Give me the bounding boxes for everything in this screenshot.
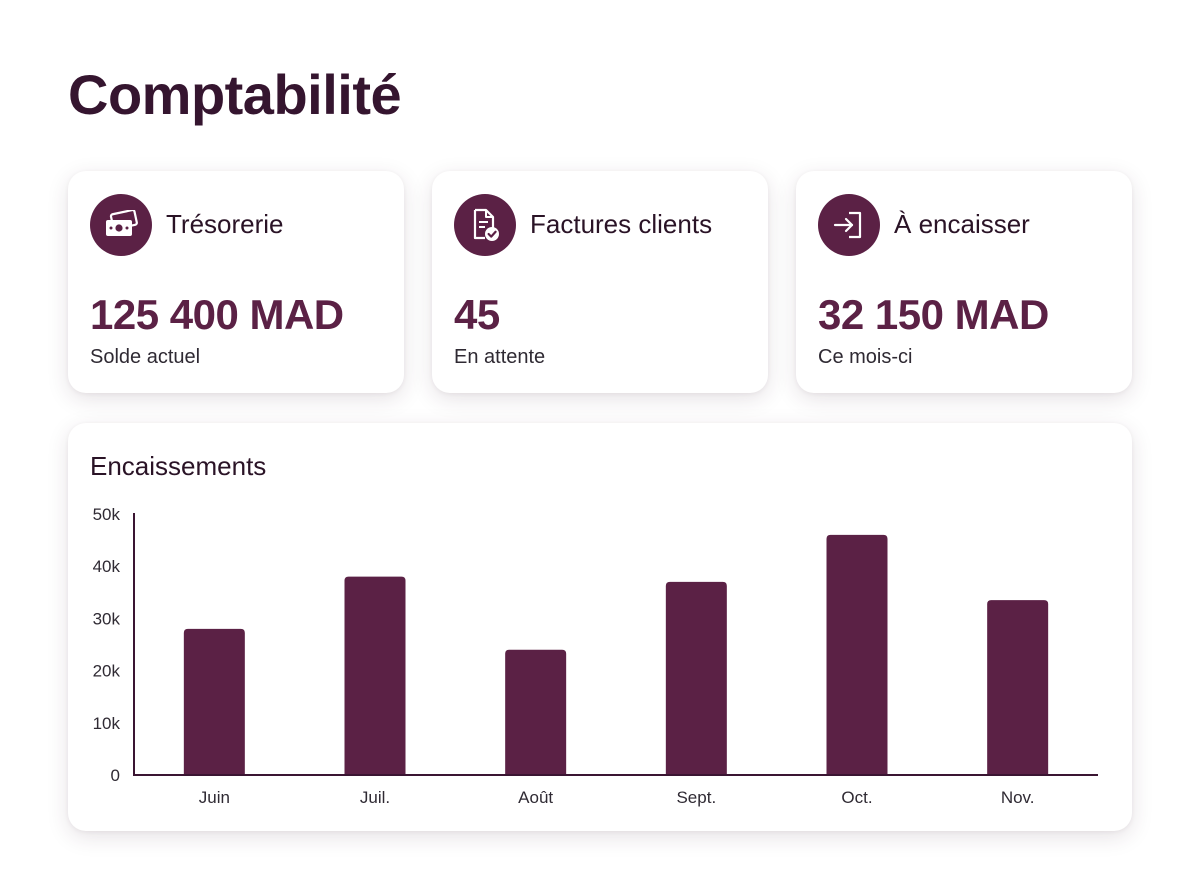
- x-tick-label: Sept.: [676, 788, 716, 807]
- card-subtitle: Solde actuel: [90, 346, 201, 368]
- card-value: 32 150 MAD: [818, 291, 1049, 338]
- client-invoices-card[interactable]: Factures clients 45 En attente: [432, 171, 768, 393]
- card-value: 45: [454, 291, 500, 338]
- x-tick-label: Août: [518, 788, 553, 807]
- collections-chart-card: Encaissements 0 10k 20k 30k 40k 50k Juin Juil. A…: [68, 423, 1132, 831]
- chart-title: Encaissements: [90, 451, 267, 481]
- card-subtitle: Ce mois-ci: [818, 346, 913, 368]
- card-value: 125 400 MAD: [90, 291, 344, 338]
- y-tick-label: 0: [111, 766, 120, 785]
- x-tick-label: Nov.: [1001, 788, 1035, 807]
- x-tick-label: Juin: [199, 788, 230, 807]
- card-label: À encaisser: [894, 209, 1030, 239]
- x-tick-label: Juil.: [360, 788, 390, 807]
- page-title: Comptabilité: [68, 63, 402, 126]
- treasury-card[interactable]: Trésorerie 125 400 MAD Solde actuel: [68, 171, 404, 393]
- collections-bar-chart: 0 10k 20k 30k 40k 50k Juin Juil. Août Sept. Oct. No…: [93, 505, 1098, 807]
- y-tick-label: 10k: [93, 714, 121, 733]
- bar[interactable]: [665, 581, 727, 775]
- to-collect-card[interactable]: À encaisser 32 150 MAD Ce mois-ci: [796, 171, 1132, 393]
- bar[interactable]: [183, 628, 245, 775]
- card-label: Trésorerie: [166, 209, 284, 239]
- bar[interactable]: [344, 576, 406, 775]
- bar[interactable]: [505, 649, 567, 775]
- banknote-icon: [90, 194, 152, 256]
- card-label: Factures clients: [530, 209, 713, 239]
- bar[interactable]: [987, 600, 1049, 775]
- y-tick-label: 40k: [93, 557, 121, 576]
- y-tick-label: 20k: [93, 662, 121, 681]
- x-tick-label: Oct.: [841, 788, 872, 807]
- card-subtitle: En attente: [454, 346, 546, 368]
- sign-in-icon: [818, 194, 880, 256]
- y-tick-label: 50k: [93, 505, 121, 524]
- invoice-check-icon: [454, 194, 516, 256]
- bar[interactable]: [826, 534, 888, 775]
- y-tick-label: 30k: [93, 609, 121, 628]
